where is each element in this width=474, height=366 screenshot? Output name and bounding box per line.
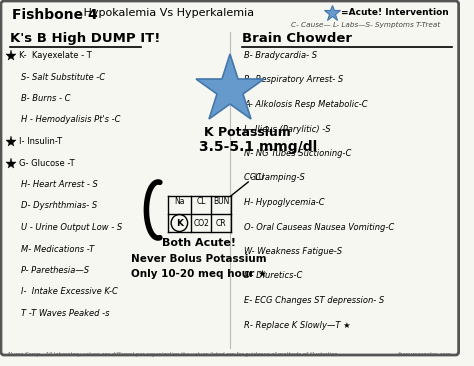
Text: GLU: GLU [249, 173, 264, 182]
Text: Hypokalemia Vs Hyperkalemia: Hypokalemia Vs Hyperkalemia [80, 8, 254, 18]
Text: G- Glucose -T: G- Glucose -T [19, 158, 75, 168]
Text: U - Urine Output Low - S: U - Urine Output Low - S [21, 223, 123, 232]
Text: CO2: CO2 [193, 219, 209, 228]
Text: Brain Chowder: Brain Chowder [242, 32, 352, 45]
Text: Fishbone 4: Fishbone 4 [12, 8, 97, 22]
Text: D- Diuretics-C: D- Diuretics-C [244, 272, 303, 280]
Text: O- Oral Causeas Nausea Vomiting-C: O- Oral Causeas Nausea Vomiting-C [244, 223, 394, 232]
Text: K: K [176, 219, 183, 228]
Text: I-  Intake Excessive K-C: I- Intake Excessive K-C [21, 288, 118, 296]
Text: K-  Kayexelate - T: K- Kayexelate - T [19, 51, 92, 60]
Text: =Acute! Intervention: =Acute! Intervention [341, 8, 449, 17]
Text: Nurse Kamp—All laboratory values are different per organization the values liste: Nurse Kamp—All laboratory values are dif… [8, 352, 343, 357]
FancyBboxPatch shape [1, 1, 459, 355]
Text: Na: Na [174, 197, 185, 206]
Text: H- Heart Arrest - S: H- Heart Arrest - S [21, 180, 98, 189]
Text: CR: CR [216, 219, 227, 228]
Text: BUN: BUN [213, 197, 229, 206]
Text: H - Hemodyalisis Pt's -C: H - Hemodyalisis Pt's -C [21, 116, 121, 124]
Text: CL: CL [196, 197, 206, 206]
Text: K's B High DUMP IT!: K's B High DUMP IT! [9, 32, 160, 45]
Text: Only 10-20 meq hour ★: Only 10-20 meq hour ★ [131, 269, 267, 279]
Text: C- Cause— L- Labs—S- Symptoms T-Treat: C- Cause— L- Labs—S- Symptoms T-Treat [291, 22, 440, 28]
Text: T -T Waves Peaked -s: T -T Waves Peaked -s [21, 309, 110, 318]
Text: N- NG Tubes Suctioning-C: N- NG Tubes Suctioning-C [244, 149, 352, 158]
Text: M- Medications -T: M- Medications -T [21, 244, 95, 254]
Text: C- Cramping-S: C- Cramping-S [244, 173, 305, 183]
Text: P- Parethesia—S: P- Parethesia—S [21, 266, 90, 275]
Text: A- Alkolosis Resp Metabolic-C: A- Alkolosis Resp Metabolic-C [244, 100, 368, 109]
Text: Never Bolus Potassium: Never Bolus Potassium [131, 254, 266, 264]
Text: D- Dysrhthmias- S: D- Dysrhthmias- S [21, 202, 98, 210]
Text: B- Burns - C: B- Burns - C [21, 94, 71, 103]
Text: W- Weakness Fatigue-S: W- Weakness Fatigue-S [244, 247, 343, 256]
Text: E- ECG Changes ST depression- S: E- ECG Changes ST depression- S [244, 296, 384, 305]
Text: I- Insulin-T: I- Insulin-T [19, 137, 63, 146]
Text: H- Hypoglycemia-C: H- Hypoglycemia-C [244, 198, 325, 207]
Text: K Potassium: K Potassium [204, 126, 291, 139]
Text: S- Salt Substitute -C: S- Salt Substitute -C [21, 72, 105, 82]
Text: Both Acute!: Both Acute! [162, 238, 236, 248]
Text: 3.5-5.1 mmg/dl: 3.5-5.1 mmg/dl [199, 140, 317, 154]
Text: I—Ilieus (Parylitic) -S: I—Ilieus (Parylitic) -S [244, 124, 331, 134]
Text: R- Replace K Slowly—T ★: R- Replace K Slowly—T ★ [244, 321, 351, 329]
Text: R- Respiratory Arrest- S: R- Respiratory Arrest- S [244, 75, 344, 85]
Text: thenursesnotes.com: thenursesnotes.com [398, 352, 452, 357]
Text: B- Bradycardia- S: B- Bradycardia- S [244, 51, 318, 60]
